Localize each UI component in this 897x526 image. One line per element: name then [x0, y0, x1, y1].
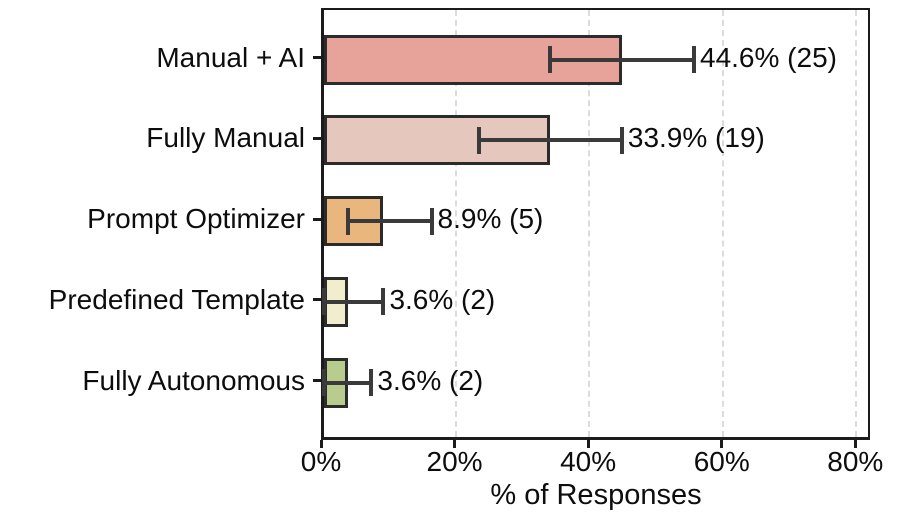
error-bar-cap-high: [369, 369, 374, 396]
error-bar-cap-high: [692, 46, 696, 73]
gridline: [454, 10, 457, 437]
error-bar-line: [550, 57, 694, 62]
error-bar-cap-low: [476, 126, 481, 154]
gridline: [855, 10, 858, 437]
gridline: [588, 10, 591, 437]
bar-value-label: 33.9% (19): [627, 122, 765, 154]
bar-value-label: 8.9% (5): [437, 203, 544, 234]
category-label: Fully Manual: [146, 122, 305, 154]
error-bar-line: [324, 380, 372, 385]
bar-value-label: 3.6% (2): [389, 283, 496, 315]
x-axis-tick-mark: [853, 440, 857, 448]
y-axis-tick-mark: [313, 298, 321, 302]
error-bar-cap-high: [619, 126, 624, 154]
y-axis-tick-mark: [313, 136, 321, 140]
gridline: [721, 10, 724, 437]
error-bar-cap-low: [548, 46, 553, 73]
x-axis-tick-mark: [319, 440, 323, 448]
category-label: Prompt Optimizer: [87, 203, 305, 234]
error-bar-cap-high: [429, 207, 434, 235]
x-axis-tick-mark: [586, 440, 590, 448]
plot-area: [321, 8, 870, 440]
error-bar-cap-low: [346, 207, 351, 235]
error-bar-line: [478, 138, 622, 143]
x-axis-tick-label: 0%: [300, 446, 342, 477]
x-axis-tick-mark: [720, 440, 724, 448]
error-bar-line: [324, 299, 384, 304]
x-axis-tick-label: 80%: [827, 446, 884, 477]
x-axis-title: % of Responses: [490, 479, 702, 511]
bar-value-label: 3.6% (2): [377, 364, 484, 396]
x-axis-tick-label: 60%: [693, 446, 750, 477]
y-axis-tick-mark: [313, 217, 321, 221]
error-bar-line: [348, 219, 432, 223]
error-bar-cap-low: [322, 369, 326, 396]
category-label: Manual + AI: [156, 41, 305, 73]
x-axis-tick-label: 20%: [426, 446, 483, 477]
y-axis-tick-mark: [313, 56, 321, 59]
error-bar-cap-low: [322, 288, 326, 316]
y-axis-tick-mark: [313, 379, 321, 382]
error-bar-cap-high: [381, 288, 386, 316]
bar-value-label: 44.6% (25): [700, 41, 837, 73]
x-axis-tick-label: 40%: [560, 446, 617, 477]
category-label: Predefined Template: [48, 283, 305, 315]
category-label: Fully Autonomous: [82, 364, 305, 396]
x-axis-tick-mark: [453, 440, 457, 448]
